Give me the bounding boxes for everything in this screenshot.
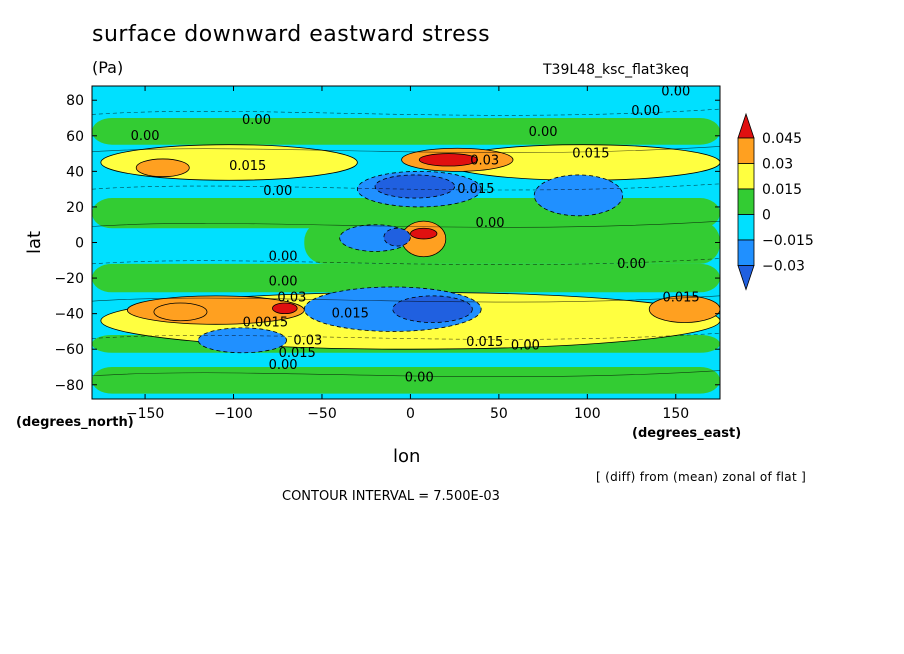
contour-region bbox=[383, 227, 411, 247]
chart-title: surface downward eastward stress bbox=[92, 22, 491, 47]
x-axis-label: lon bbox=[393, 446, 421, 467]
y-axis-units: (degrees_north) bbox=[16, 415, 134, 430]
contour-line bbox=[92, 332, 720, 340]
diff-note: [ (diff) from (mean) zonal of flat ] bbox=[596, 470, 807, 484]
contour-label: 0.00 bbox=[529, 125, 558, 140]
contour-line bbox=[92, 258, 720, 265]
contour-region bbox=[533, 174, 624, 217]
contour-label: 0.00 bbox=[269, 275, 298, 290]
contour-label: 0.00 bbox=[511, 339, 540, 354]
contour-label: 0.00 bbox=[661, 84, 690, 99]
contour-line bbox=[92, 146, 720, 153]
contour-region bbox=[135, 158, 190, 178]
colorbar-box bbox=[737, 214, 755, 241]
contour-label: 0.00 bbox=[131, 129, 160, 144]
y-tick-label: 0 bbox=[75, 236, 84, 252]
colorbar-label: 0.045 bbox=[762, 131, 802, 147]
contour-label: 0.00 bbox=[269, 358, 298, 373]
contour-line bbox=[92, 183, 720, 191]
contour-line bbox=[92, 220, 720, 228]
y-tick-label: 60 bbox=[66, 129, 84, 145]
run-name: T39L48_ksc_flat3keq bbox=[543, 62, 689, 78]
contour-label: 0.015 bbox=[572, 147, 609, 162]
x-tick-label: 50 bbox=[490, 406, 508, 422]
zero-band bbox=[92, 263, 720, 293]
contour-label: 0.0015 bbox=[243, 316, 289, 331]
contour-label: 0.00 bbox=[242, 113, 271, 128]
colorbar-label: 0.03 bbox=[762, 157, 793, 173]
contour-label: 0.015 bbox=[466, 335, 503, 350]
contour-label: 0.00 bbox=[263, 184, 292, 199]
x-axis-units: (degrees_east) bbox=[632, 426, 742, 441]
contour-label: 0.015 bbox=[279, 346, 316, 361]
x-tick-label: 0 bbox=[406, 406, 415, 422]
x-tick-label: 150 bbox=[662, 406, 689, 422]
colorbar-label: −0.03 bbox=[762, 259, 805, 275]
y-tick-label: 20 bbox=[66, 200, 84, 216]
contour-label: 0.00 bbox=[269, 250, 298, 265]
contour-label: 0.015 bbox=[457, 182, 494, 197]
y-tick-label: −20 bbox=[54, 271, 84, 287]
contour-region bbox=[153, 302, 208, 322]
contour-region bbox=[418, 153, 479, 167]
y-tick-label: −80 bbox=[54, 378, 84, 394]
contour-region bbox=[272, 302, 298, 315]
contour-label: 0.015 bbox=[229, 159, 266, 174]
contour-line bbox=[92, 108, 720, 116]
colorbar-label: 0 bbox=[762, 208, 771, 224]
colorbar-box bbox=[737, 163, 755, 190]
x-tick-label: −100 bbox=[214, 406, 252, 422]
contour-line bbox=[92, 370, 720, 378]
plot-area: 0.000.000.000.000.000.0150.030.0150.0150… bbox=[92, 84, 720, 399]
contour-label: 0.00 bbox=[617, 257, 646, 272]
chart-units: (Pa) bbox=[92, 58, 124, 77]
x-tick-label: 100 bbox=[574, 406, 601, 422]
contour-region bbox=[392, 295, 473, 323]
y-tick-label: −60 bbox=[54, 342, 84, 358]
x-tick-label: −150 bbox=[126, 406, 164, 422]
contour-label: 0.00 bbox=[405, 371, 434, 386]
colorbar-box bbox=[737, 188, 755, 215]
colorbar-label: 0.015 bbox=[762, 182, 802, 198]
contour-region bbox=[197, 327, 287, 354]
contour-label: 0.03 bbox=[277, 291, 306, 306]
colorbar-label: −0.015 bbox=[762, 233, 814, 249]
contour-label: 0.015 bbox=[332, 307, 369, 322]
contour-label: 0.03 bbox=[293, 333, 322, 348]
contour-label: 0.00 bbox=[631, 104, 660, 119]
contour-region bbox=[410, 227, 438, 240]
zero-band bbox=[92, 366, 720, 394]
colorbar-box bbox=[737, 239, 755, 266]
contour-line bbox=[92, 295, 720, 303]
y-tick-label: 80 bbox=[66, 93, 84, 109]
contour-label: 0.03 bbox=[470, 154, 499, 169]
contour-label: 0.015 bbox=[662, 291, 699, 306]
colorbar-arrow-bottom bbox=[737, 265, 755, 291]
zero-band bbox=[92, 118, 720, 145]
contour-label: 0.00 bbox=[476, 216, 505, 231]
contour-interval: CONTOUR INTERVAL = 7.500E-03 bbox=[282, 489, 500, 504]
y-tick-label: −40 bbox=[54, 307, 84, 323]
colorbar-box bbox=[737, 137, 755, 164]
y-tick-label: 40 bbox=[66, 164, 84, 180]
colorbar-arrow-top bbox=[737, 112, 755, 139]
contour-region bbox=[374, 174, 456, 199]
x-tick-label: −50 bbox=[307, 406, 337, 422]
